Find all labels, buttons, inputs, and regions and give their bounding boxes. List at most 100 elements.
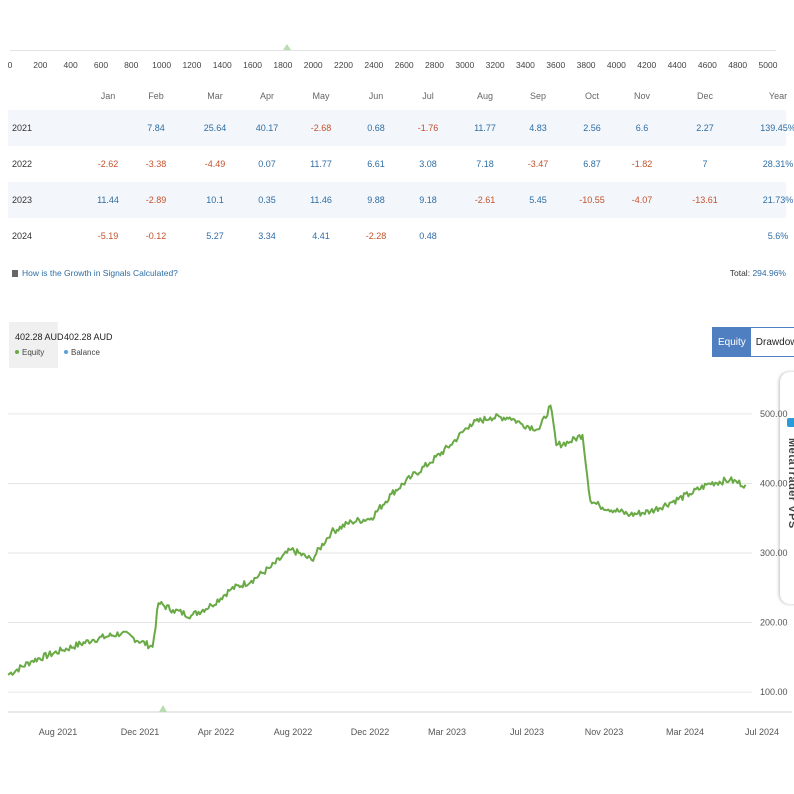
legend-balance[interactable]: 402.28 AUD Balance bbox=[58, 322, 128, 368]
info-icon bbox=[12, 270, 18, 277]
y-tick-label: 200.00 bbox=[760, 618, 788, 628]
top-axis-tick: 4800 bbox=[728, 60, 748, 70]
table-header-cell: Jan bbox=[100, 91, 116, 101]
top-axis-tick: 3600 bbox=[546, 60, 566, 70]
table-cell: -0.12 bbox=[145, 231, 167, 241]
table-cell: -4.07 bbox=[631, 195, 653, 205]
top-axis-tick: 4600 bbox=[697, 60, 717, 70]
chart-mode-toggle: Equity Drawdown bbox=[712, 327, 794, 357]
x-tick-label: Dec 2022 bbox=[351, 727, 390, 737]
total-value: 294.96% bbox=[752, 268, 786, 278]
legend-equity[interactable]: 402.28 AUD Equity bbox=[9, 322, 64, 368]
top-axis-tick: 1200 bbox=[182, 60, 202, 70]
x-tick-label: Jul 2024 bbox=[745, 727, 779, 737]
table-cell: -3.38 bbox=[145, 159, 167, 169]
table-header-cell: Sep bbox=[529, 91, 547, 101]
table-cell: 3.08 bbox=[419, 159, 437, 169]
top-axis-tick: 1800 bbox=[273, 60, 293, 70]
table-header-cell: Aug bbox=[476, 91, 494, 101]
table-cell: 7 bbox=[702, 159, 708, 169]
top-axis-tick: 4400 bbox=[667, 60, 687, 70]
table-cell: -2.28 bbox=[365, 231, 387, 241]
top-axis-tick: 4200 bbox=[637, 60, 657, 70]
table-cell: 7.18 bbox=[476, 159, 494, 169]
top-axis-tick: 5000 bbox=[758, 60, 778, 70]
table-cell: -5.19 bbox=[97, 231, 119, 241]
table-cell: 11.44 bbox=[97, 195, 119, 205]
drawdown-button[interactable]: Drawdown bbox=[750, 328, 794, 356]
top-axis-tick: 1000 bbox=[152, 60, 172, 70]
table-cell: 0.35 bbox=[258, 195, 276, 205]
top-axis-tick: 3000 bbox=[455, 60, 475, 70]
table-header-cell: Apr bbox=[259, 91, 275, 101]
table-cell: 9.88 bbox=[367, 195, 385, 205]
table-cell: 5.27 bbox=[206, 231, 224, 241]
top-axis-tick: 600 bbox=[93, 60, 109, 70]
table-row-year: 2021 bbox=[12, 123, 33, 133]
table-cell: -4.49 bbox=[204, 159, 226, 169]
top-axis-tick: 3400 bbox=[515, 60, 535, 70]
table-cell: -1.76 bbox=[417, 123, 439, 133]
table-cell: 6.61 bbox=[367, 159, 385, 169]
table-cell: -2.61 bbox=[474, 195, 496, 205]
monthly-growth-table: Jan Feb Mar Apr May Jun Jul Aug Sep Oct Nov Dec Year… bbox=[8, 82, 794, 254]
top-axis-tick: 2000 bbox=[303, 60, 323, 70]
legend-equity-value: 402.28 AUD bbox=[15, 332, 64, 342]
table-cell: 10.1 bbox=[206, 195, 224, 205]
table-cell: -2.62 bbox=[97, 159, 119, 169]
table-cell: -3.47 bbox=[527, 159, 549, 169]
table-cell: 3.34 bbox=[258, 231, 276, 241]
top-axis-tick: 2200 bbox=[334, 60, 353, 70]
total-growth: Total: 294.96% bbox=[730, 268, 786, 278]
table-row-year: 2024 bbox=[12, 231, 33, 241]
top-axis-tick: 400 bbox=[63, 60, 78, 70]
table-header-cell: Feb bbox=[148, 91, 164, 101]
metatrader-vps-tab[interactable]: MetaTrader VPS bbox=[780, 372, 794, 604]
growth-calc-link-text[interactable]: How is the Growth in Signals Calculated? bbox=[22, 268, 178, 278]
metatrader-logo-icon bbox=[787, 418, 794, 427]
legend-balance-value: 402.28 AUD bbox=[64, 332, 113, 342]
top-axis: 0 200 400 600 800 1000 1200 1400 1600 1800 2000 220… bbox=[0, 44, 794, 74]
top-axis-tick: 1400 bbox=[212, 60, 232, 70]
table-header-cell: Dec bbox=[696, 91, 714, 101]
x-tick-label: Apr 2022 bbox=[198, 727, 235, 737]
table-cell: 5.6% bbox=[767, 231, 789, 241]
x-axis-marker bbox=[159, 705, 167, 712]
top-axis-tick: 800 bbox=[124, 60, 139, 70]
table-cell: 139.45% bbox=[760, 123, 794, 133]
top-axis-tick: 200 bbox=[33, 60, 48, 70]
table-header-cell: Nov bbox=[633, 91, 651, 101]
table-header-row: Jan Feb Mar Apr May Jun Jul Aug Sep Oct Nov Dec Year bbox=[8, 82, 788, 110]
equity-button[interactable]: Equity bbox=[713, 328, 751, 356]
top-axis-marker[interactable] bbox=[283, 44, 291, 50]
table-cell: -2.89 bbox=[145, 195, 167, 205]
table-cell: 11.77 bbox=[474, 123, 496, 133]
table-cell: -13.61 bbox=[692, 195, 718, 205]
table-header-cell: Year bbox=[768, 91, 788, 101]
x-tick-label: Aug 2022 bbox=[274, 727, 313, 737]
table-cell: 0.68 bbox=[367, 123, 385, 133]
table-cell: 4.41 bbox=[312, 231, 330, 241]
x-tick-label: Mar 2024 bbox=[666, 727, 704, 737]
table-row: 2022 -2.62 -3.38 -4.49 0.07 11.77 6.61 3.08 7.18… bbox=[8, 146, 793, 182]
table-row-year: 2022 bbox=[12, 159, 33, 169]
table-cell: 7.84 bbox=[147, 123, 165, 133]
table-header-cell: May bbox=[312, 91, 330, 101]
table-cell: 28.31% bbox=[762, 159, 794, 169]
table-cell: 5.45 bbox=[529, 195, 547, 205]
table-cell: 6.6 bbox=[635, 123, 649, 133]
table-cell: 9.18 bbox=[419, 195, 437, 205]
table-header-cell: Oct bbox=[584, 91, 600, 101]
table-cell: 0.48 bbox=[419, 231, 437, 241]
growth-calc-link[interactable]: How is the Growth in Signals Calculated? bbox=[12, 268, 178, 278]
table-header-cell: Mar bbox=[207, 91, 223, 101]
table-cell: 11.77 bbox=[310, 159, 332, 169]
legend-balance-dot bbox=[64, 350, 68, 354]
top-axis-tick: 1600 bbox=[243, 60, 263, 70]
total-label: Total: bbox=[729, 268, 751, 278]
top-axis-tick: 2800 bbox=[425, 60, 444, 70]
top-axis-rule bbox=[10, 50, 776, 51]
table-cell: 6.87 bbox=[583, 159, 601, 169]
top-axis-tick: 2400 bbox=[364, 60, 384, 70]
table-header-cell: Jul bbox=[422, 91, 434, 101]
